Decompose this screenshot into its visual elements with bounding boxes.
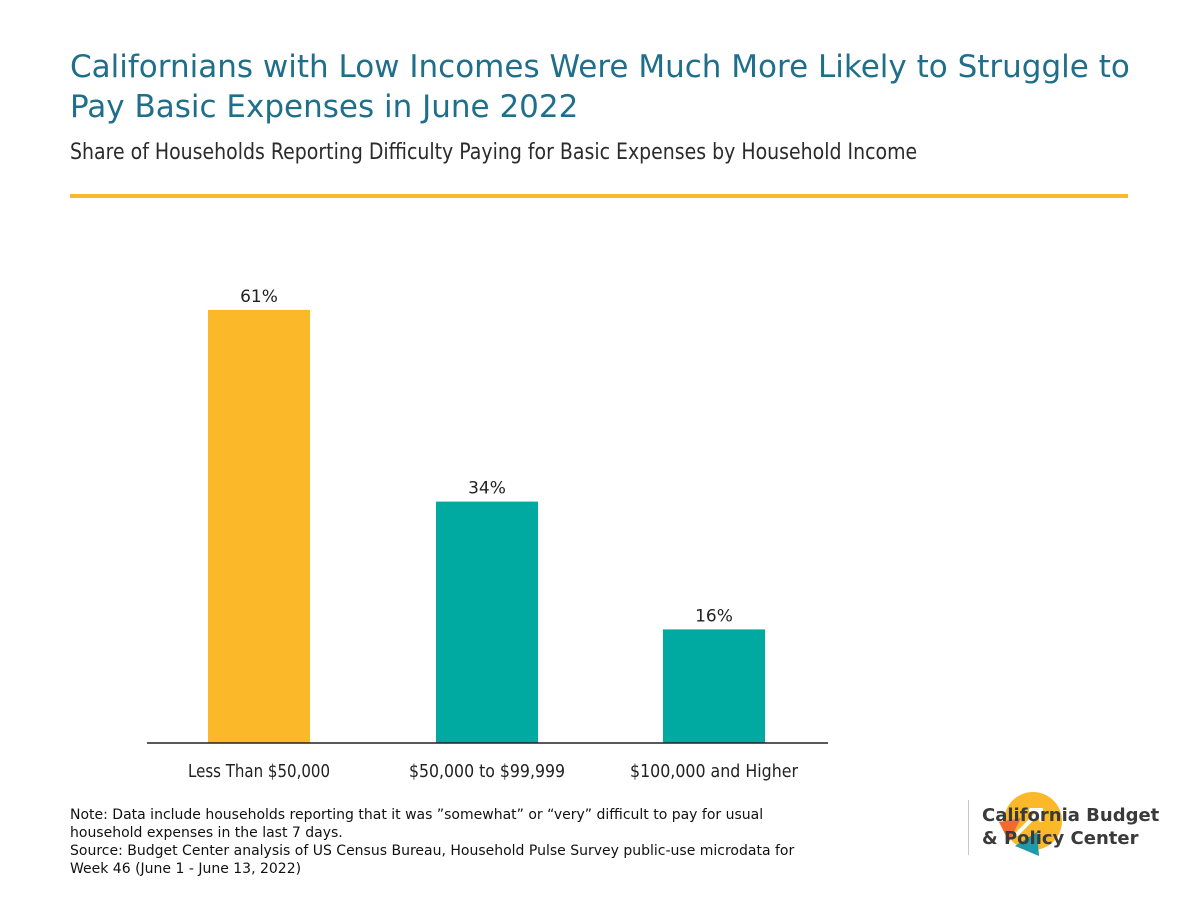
bars-group bbox=[208, 309, 765, 743]
source-line: Week 46 (June 1 - June 13, 2022) bbox=[70, 861, 302, 877]
x-tick-label: $50,000 to $99,999 bbox=[409, 761, 565, 782]
note-line: Note: Data include households reporting … bbox=[70, 807, 764, 823]
note-line: household expenses in the last 7 days. bbox=[70, 825, 343, 841]
accent-divider bbox=[70, 194, 1128, 198]
footnotes: Note: Data include households reporting … bbox=[70, 806, 870, 878]
logo-orange-shape bbox=[999, 818, 1021, 842]
source-line: Source: Budget Center analysis of US Cen… bbox=[70, 843, 795, 859]
chart-title: Californians with Low Incomes Were Much … bbox=[70, 49, 1130, 125]
chart-subtitle: Share of Households Reporting Difficulty… bbox=[70, 140, 918, 165]
logo-text: California Budget & Policy Center bbox=[982, 804, 1159, 850]
logo-divider bbox=[968, 800, 969, 855]
logo-line2: & Policy Center bbox=[982, 828, 1139, 849]
data-label: 34% bbox=[468, 479, 506, 499]
logo-arrow-icon bbox=[1015, 808, 1043, 836]
logo-teal-shape bbox=[1015, 832, 1039, 856]
labels-group: 61% Less Than $50,000 34% $50,000 to $99,99… bbox=[188, 287, 799, 782]
bar-1 bbox=[208, 309, 310, 743]
data-label: 61% bbox=[240, 287, 278, 307]
bar-3 bbox=[663, 629, 765, 743]
logo-line1: California Budget bbox=[982, 805, 1160, 826]
x-tick-label: Less Than $50,000 bbox=[188, 761, 330, 782]
data-label: 16% bbox=[695, 606, 733, 626]
bar-2 bbox=[436, 501, 538, 743]
cbpc-logo-icon bbox=[999, 792, 1062, 856]
logo-yellow-circle bbox=[1004, 792, 1062, 850]
x-tick-label: $100,000 and Higher bbox=[630, 761, 799, 782]
bar-chart: 61% Less Than $50,000 34% $50,000 to $99,99… bbox=[147, 287, 828, 782]
